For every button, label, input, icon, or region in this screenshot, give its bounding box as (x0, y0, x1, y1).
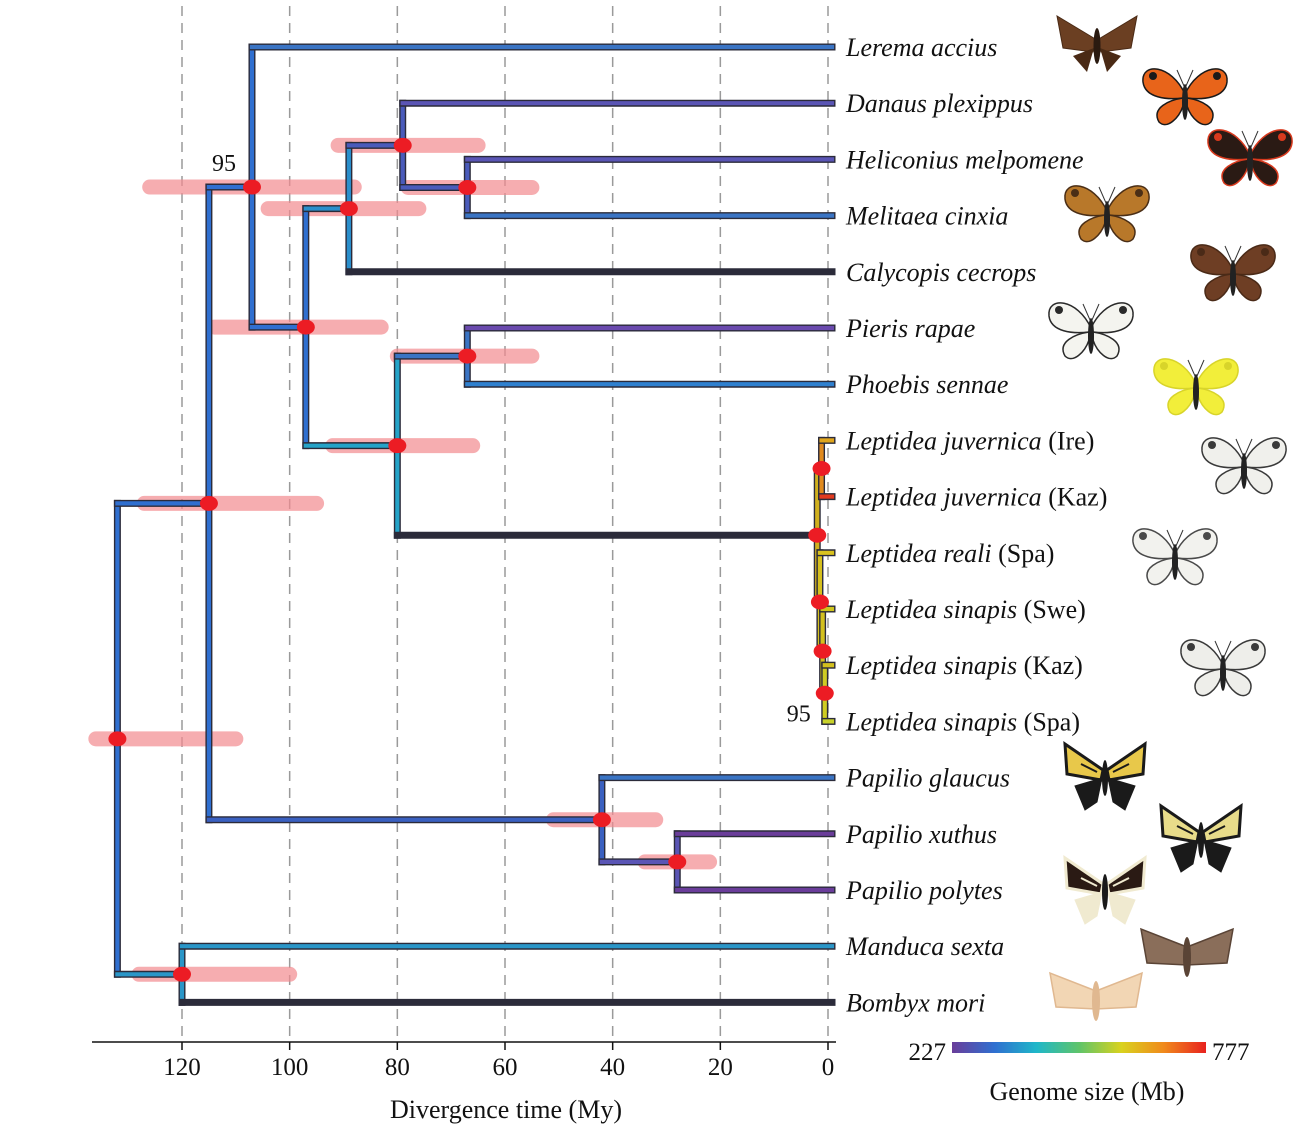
axis-tick-label: 40 (600, 1054, 625, 1081)
time-axis: 120 100 80 60 40 20 0 Divergence time (My) (92, 1041, 836, 1124)
node-marker (242, 179, 261, 195)
axis-title: Divergence time (My) (390, 1095, 622, 1124)
species-name: Bombyx mori (846, 988, 985, 1017)
population-suffix: (Spa) (1017, 707, 1080, 736)
taxon-label: Pieris rapae (845, 314, 975, 343)
taxon-label: Leptidea juvernica (Ire) (845, 426, 1094, 455)
butterfly-calycopis-icon (1190, 244, 1276, 302)
butterfly-pxuthus-icon (1159, 803, 1243, 873)
species-name: Papilio polytes (845, 876, 1003, 905)
node-marker (458, 180, 477, 195)
population-suffix: (Kaz) (1017, 651, 1083, 680)
node-marker (592, 812, 611, 828)
species-name: Heliconius melpomene (845, 145, 1084, 174)
taxon-label: Calycopis cecrops (846, 258, 1036, 287)
species-name: Papilio xuthus (845, 820, 997, 849)
legend-title: Genome size (Mb) (990, 1077, 1185, 1106)
butterfly-thumbnails (1048, 14, 1293, 1021)
taxon-label: Phoebis sennae (845, 370, 1008, 399)
node-marker (668, 854, 687, 870)
axis-tick-label: 20 (708, 1054, 733, 1081)
taxon-label: Leptidea sinapis (Kaz) (845, 651, 1083, 680)
butterfly-melitaea-icon (1064, 185, 1150, 243)
species-name: Melitaea cinxia (845, 202, 1008, 231)
butterfly-pieris-icon (1048, 302, 1134, 360)
species-name: Leptidea sinapis (845, 707, 1017, 736)
node-marker (393, 137, 412, 153)
node-marker (808, 527, 827, 543)
legend-max-label: 777 (1212, 1039, 1250, 1066)
species-name: Leptidea juvernica (845, 426, 1042, 455)
node-marker (296, 319, 315, 335)
taxon-label: Danaus plexippus (845, 89, 1033, 118)
axis-tick-label: 120 (163, 1054, 201, 1081)
support-value-label: 95 (787, 701, 811, 727)
butterfly-danaus-icon (1142, 68, 1228, 126)
node-marker (810, 594, 829, 610)
species-name: Papilio glaucus (845, 764, 1010, 793)
butterfly-heliconius-icon (1207, 129, 1293, 187)
taxon-label: Melitaea cinxia (845, 202, 1008, 231)
taxon-label: Manduca sexta (845, 932, 1004, 961)
node-marker (339, 201, 358, 217)
axis-tick-label: 60 (493, 1054, 518, 1081)
node-marker (388, 438, 407, 454)
node-marker (815, 685, 834, 701)
butterfly-ppolytes-icon (1063, 855, 1147, 925)
taxon-label: Lerema accius (845, 33, 997, 62)
species-name: Pieris rapae (845, 314, 975, 343)
axis-ticks: 120 100 80 60 40 20 0 (163, 1042, 834, 1081)
population-suffix: (Kaz) (1042, 483, 1108, 512)
node-marker (173, 966, 191, 982)
taxon-label: Leptidea juvernica (Kaz) (845, 483, 1107, 512)
butterfly-lsin_kaz-icon (1180, 639, 1266, 697)
species-name: Leptidea juvernica (845, 483, 1042, 512)
butterfly-manduca-icon (1140, 927, 1234, 977)
tree-branches (113, 43, 836, 1006)
taxon-label: Heliconius melpomene (845, 145, 1084, 174)
butterfly-ljuv_ire-icon (1201, 437, 1287, 495)
species-name: Leptidea sinapis (845, 595, 1017, 624)
taxon-label: Leptidea reali (Spa) (845, 539, 1054, 568)
support-values: 95 95 (212, 151, 811, 727)
butterfly-pglaucus-icon (1063, 741, 1147, 811)
species-name: Leptidea sinapis (845, 651, 1017, 680)
population-suffix: (Ire) (1042, 426, 1095, 455)
butterfly-lerema-icon (1056, 14, 1138, 72)
species-name: Phoebis sennae (845, 370, 1008, 399)
species-name: Leptidea reali (845, 539, 992, 568)
species-name: Calycopis cecrops (846, 258, 1036, 287)
axis-tick-label: 0 (822, 1054, 835, 1081)
species-name: Manduca sexta (845, 932, 1004, 961)
population-suffix: (Spa) (992, 539, 1055, 568)
population-suffix: (Swe) (1017, 595, 1086, 624)
genome-size-legend: 227 777 Genome size (Mb) (909, 1039, 1250, 1106)
node-marker (108, 731, 127, 747)
species-name: Lerema accius (845, 33, 997, 62)
taxon-label: Leptidea sinapis (Swe) (845, 595, 1086, 624)
node-marker (458, 348, 477, 364)
butterfly-phoebis-icon (1153, 358, 1239, 416)
legend-colorbar (952, 1042, 1206, 1053)
tip-labels: Lerema accius Danaus plexippus Heliconius … (845, 33, 1107, 1017)
axis-tick-label: 100 (271, 1054, 309, 1081)
taxon-label: Papilio polytes (845, 876, 1003, 905)
butterfly-bombyx-icon (1049, 971, 1143, 1021)
node-markers (108, 137, 834, 982)
node-marker (199, 495, 218, 511)
taxon-label: Bombyx mori (846, 988, 985, 1017)
axis-tick-label: 80 (385, 1054, 410, 1081)
taxon-label: Papilio glaucus (845, 764, 1010, 793)
support-value-label: 95 (212, 151, 236, 177)
butterfly-lreali-icon (1132, 528, 1218, 586)
node-marker (813, 643, 832, 659)
taxon-label: Papilio xuthus (845, 820, 997, 849)
taxon-label: Leptidea sinapis (Spa) (845, 707, 1080, 736)
legend-min-label: 227 (909, 1039, 947, 1066)
node-marker (812, 461, 831, 476)
species-name: Danaus plexippus (845, 89, 1033, 118)
